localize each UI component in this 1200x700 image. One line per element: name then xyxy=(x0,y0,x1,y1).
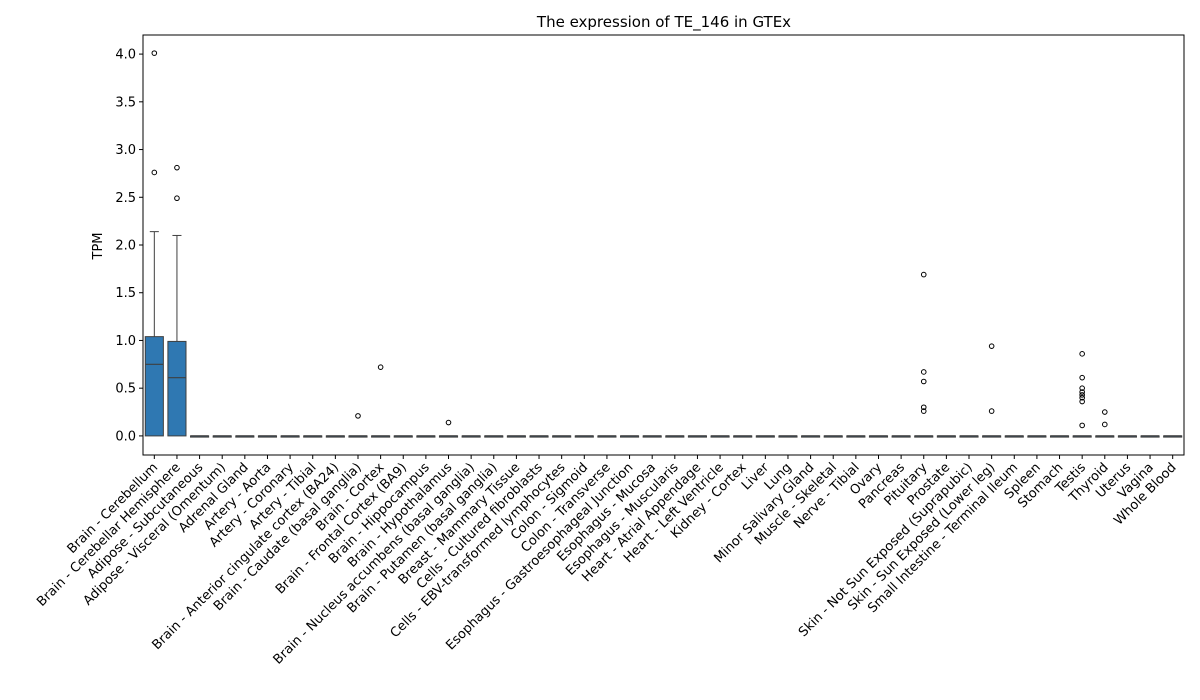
box-41-outlier-6 xyxy=(1079,374,1085,381)
box-42-outlier-1 xyxy=(1101,409,1108,415)
y-tick-label-0: 0.0 xyxy=(115,429,136,444)
box-41-outlier-4 xyxy=(1079,389,1085,395)
plot-frame xyxy=(142,34,1185,456)
y-tick-label-8: 4.0 xyxy=(115,48,136,63)
box-34-outlier-2 xyxy=(920,378,927,385)
y-axis-label: TPM xyxy=(91,233,106,261)
box-34-outlier-4 xyxy=(920,271,927,278)
box-41-outlier-3 xyxy=(1079,392,1085,398)
y-tick-label-4: 2.0 xyxy=(115,239,136,254)
box-41-outlier-7 xyxy=(1079,351,1085,357)
box-10-outlier-0 xyxy=(377,364,384,370)
box-42-outlier-0 xyxy=(1101,421,1108,428)
box-37-outlier-0 xyxy=(988,408,995,414)
box-41-outlier-5 xyxy=(1079,385,1085,391)
box-1-outlier-0 xyxy=(174,195,180,202)
chart-title: The expression of TE_146 in GTEx xyxy=(536,13,791,32)
y-tick-label-5: 2.5 xyxy=(115,191,136,206)
box-37-outlier-1 xyxy=(988,343,995,349)
box-41-outlier-1 xyxy=(1079,398,1085,405)
box-0-outlier-1 xyxy=(151,50,158,56)
y-tick-label-3: 1.5 xyxy=(115,286,136,301)
y-axis: 0.0 0.5 1.0 1.5 2.0 2.5 3.0 3.5 4.0 xyxy=(115,48,143,444)
box-41-outlier-2 xyxy=(1079,394,1085,401)
y-tick-label-1: 0.5 xyxy=(115,382,136,397)
box-0-iqr xyxy=(144,336,164,437)
box-34-outlier-1 xyxy=(920,404,927,411)
y-tick-label-7: 3.5 xyxy=(115,95,136,110)
box-1-outlier-1 xyxy=(174,164,180,171)
box-34-outlier-3 xyxy=(920,369,927,375)
y-tick-label-6: 3.0 xyxy=(115,143,136,158)
box-34-outlier-0 xyxy=(920,408,927,414)
box-0-outlier-0 xyxy=(151,169,158,176)
box-41-outlier-0 xyxy=(1079,422,1085,429)
box-1-iqr xyxy=(167,340,187,437)
box-9-outlier-0 xyxy=(355,413,361,419)
y-tick-label-2: 1.0 xyxy=(115,334,136,349)
plot-area xyxy=(144,50,1183,438)
box-13-outlier-0 xyxy=(445,419,452,426)
